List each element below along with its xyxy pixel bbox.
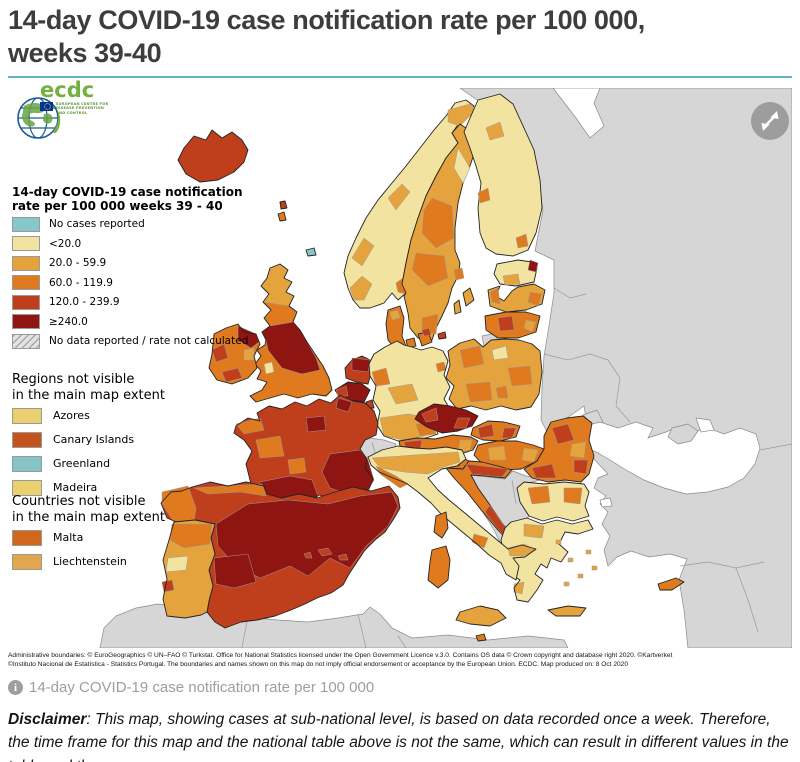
legend-swatch-greenland: [12, 455, 42, 472]
legend-swatch-no-data: [12, 333, 40, 349]
legend-swatch-madeira: [12, 479, 42, 496]
aegean-islands: [555, 539, 598, 587]
map-region-spain: [160, 481, 401, 629]
map-region-croatia: [445, 460, 523, 550]
map-region-iceland: [177, 129, 249, 183]
ecdc-logo: ecdc EUROPEAN CENTRE FOR DISEASE PREVENT…: [14, 79, 110, 139]
map-region-sweden: [401, 123, 477, 341]
legend-item: ≥240.0: [12, 314, 248, 330]
legend-item: Liechtenstein: [12, 553, 127, 570]
map-region-netherlands: [344, 355, 373, 385]
page-title-line2: weeks 39-40: [8, 38, 162, 69]
legend-item: Greenland: [12, 455, 134, 472]
legend-swatch-malta: [12, 529, 42, 546]
map-region-greece: [500, 517, 598, 617]
regions-not-visible-title: Regions not visible in the main map exte…: [12, 371, 165, 403]
map-region-czechia: [414, 403, 479, 434]
legend-item: No data reported / rate not calculated: [12, 333, 248, 349]
map-region-cyprus: [657, 577, 685, 591]
seas: [552, 87, 761, 508]
map-attribution: Administrative boundaries: © EuroGeograp…: [8, 651, 792, 670]
disclaimer: Disclaimer: This map, showing cases at s…: [8, 708, 794, 762]
ecdc-org-name: EUROPEAN CENTRE FOR DISEASE PREVENTION A…: [56, 101, 109, 115]
map-region-bulgaria: [516, 481, 590, 522]
legend-swatch-20-59: [12, 255, 40, 271]
eu-flag-icon: [40, 101, 53, 111]
covid-rate-map: ecdc EUROPEAN CENTRE FOR DISEASE PREVENT…: [8, 79, 792, 648]
legend-title: 14-day COVID-19 case notification rate p…: [12, 184, 243, 214]
map-region-lithuania: [484, 311, 541, 339]
legend-swatch-60-119: [12, 275, 40, 291]
countries-not-visible-legend: Malta Liechtenstein: [12, 529, 127, 578]
map-region-poland: [445, 338, 543, 411]
legend-item: 60.0 - 119.9: [12, 275, 248, 291]
legend-item: <20.0: [12, 236, 248, 252]
legend-swatch-azores: [12, 407, 42, 424]
map-region-united-kingdom: [249, 263, 333, 403]
map-region-denmark: [385, 305, 447, 351]
crimea: [667, 423, 699, 445]
page-title: 14-day COVID-19 case notification rate p…: [8, 4, 792, 71]
legend-item: Canary Islands: [12, 431, 134, 448]
legend-item: Azores: [12, 407, 134, 424]
countries-not-visible-title: Countries not visible in the main map ex…: [12, 493, 165, 525]
info-icon: i: [8, 680, 23, 696]
map-region-romania: [523, 415, 595, 483]
map-region-slovakia: [470, 420, 521, 442]
map-region-ireland: [208, 323, 261, 385]
disclaimer-text: : This map, showing cases at sub-nationa…: [8, 711, 789, 762]
legend-item: 120.0 - 239.9: [12, 294, 248, 310]
legend-swatch-no-cases: [12, 216, 40, 232]
legend-item: Madeira: [12, 479, 134, 496]
disclaimer-label: Disclaimer: [8, 711, 87, 729]
map-region-islands-north: [277, 200, 317, 257]
attribution-line2: ©Instituto Nacional de Estatística - Sta…: [8, 661, 629, 669]
legend-swatch-120-239: [12, 294, 40, 310]
figure-caption-text: 14-day COVID-19 case notification rate p…: [29, 679, 375, 697]
legend-swatch-lt20: [12, 236, 40, 252]
map-region-latvia: [487, 283, 546, 313]
map-region-estonia: [493, 259, 539, 287]
page-title-line1: 14-day COVID-19 case notification rate p…: [8, 5, 645, 35]
europe-choropleth-map: [99, 87, 792, 648]
diagonal-resize-arrows-icon: [761, 110, 779, 131]
map-region-italy: [367, 445, 537, 642]
legend-item: No cases reported: [12, 216, 248, 232]
attribution-line1: Administrative boundaries: © EuroGeograp…: [8, 651, 673, 659]
map-region-france: [233, 394, 379, 520]
regions-not-visible-legend: Azores Canary Islands Greenland Madeira: [12, 407, 134, 504]
map-region-finland: [463, 93, 543, 257]
legend-swatch-liechtenstein: [12, 553, 42, 570]
map-region-portugal: [161, 519, 216, 619]
legend-item: Malta: [12, 529, 127, 546]
legend-swatch-gte240: [12, 314, 40, 330]
legend: No cases reported <20.0 20.0 - 59.9 60.0…: [12, 216, 248, 354]
legend-item: 20.0 - 59.9: [12, 255, 248, 271]
legend-swatch-canary-islands: [12, 431, 42, 448]
ecdc-acronym: ecdc: [40, 77, 95, 102]
page-header: 14-day COVID-19 case notification rate p…: [0, 0, 800, 78]
fullscreen-toggle-button[interactable]: [751, 101, 789, 140]
figure-caption: i 14-day COVID-19 case notification rate…: [8, 679, 800, 696]
title-underline: [8, 75, 792, 78]
